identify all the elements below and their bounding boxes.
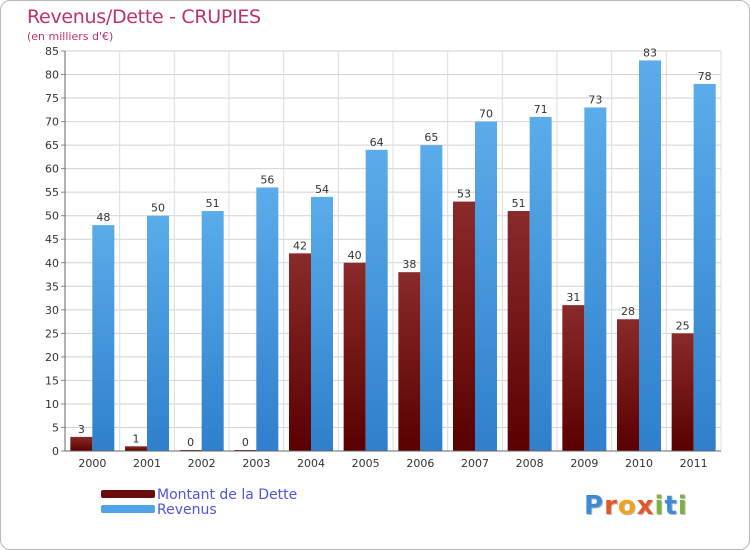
data-label-revenus: 50 — [151, 202, 165, 215]
x-tick-label: 2000 — [78, 457, 106, 470]
x-tick-label: 2004 — [297, 457, 325, 470]
y-tick-label: 20 — [45, 351, 59, 364]
data-label-revenus: 51 — [206, 197, 220, 210]
y-tick-label: 40 — [45, 257, 59, 270]
logo-letter: o — [617, 491, 637, 521]
bar-dette — [562, 305, 585, 451]
y-tick-label: 35 — [45, 280, 59, 293]
y-tick-label: 55 — [45, 186, 59, 199]
x-tick-label: 2003 — [242, 457, 270, 470]
y-tick-label: 25 — [45, 327, 59, 340]
data-label-dette: 42 — [293, 239, 307, 252]
y-tick-label: 65 — [45, 139, 59, 152]
x-tick-label: 2009 — [570, 457, 598, 470]
proxiti-logo: Proxiti — [584, 491, 688, 521]
legend-swatch-dette — [101, 490, 155, 498]
data-label-dette: 1 — [133, 432, 140, 445]
bar-dette — [289, 253, 311, 451]
bar-dette — [617, 319, 639, 451]
logo-letter: t — [664, 491, 678, 521]
y-tick-label: 15 — [45, 374, 59, 387]
data-label-revenus: 65 — [424, 131, 438, 144]
chart-title: Revenus/Dette - CRUPIES — [27, 6, 261, 28]
data-label-revenus: 64 — [370, 136, 384, 149]
bar-revenus — [529, 116, 552, 451]
bar-revenus — [201, 211, 224, 451]
data-label-revenus: 71 — [534, 103, 548, 116]
data-label-dette: 0 — [187, 436, 194, 449]
x-tick-label: 2002 — [188, 457, 216, 470]
bar-dette — [70, 436, 93, 451]
data-label-dette: 31 — [566, 291, 580, 304]
data-label-dette: 3 — [78, 423, 85, 436]
bar-revenus — [365, 149, 388, 451]
bar-dette — [453, 201, 475, 451]
legend-label-revenus: Revenus — [157, 502, 217, 518]
logo-letter: r — [604, 491, 618, 521]
data-label-revenus: 73 — [588, 93, 602, 106]
bar-revenus — [475, 121, 497, 452]
data-label-revenus: 54 — [315, 183, 329, 196]
logo-letter: i — [677, 491, 688, 521]
bar-dette — [343, 262, 366, 451]
logo-letter: x — [636, 491, 655, 521]
x-tick-label: 2006 — [406, 457, 434, 470]
bar-revenus — [256, 187, 279, 451]
y-tick-label: 80 — [45, 69, 59, 82]
bar-dette — [507, 211, 530, 451]
data-label-revenus: 78 — [698, 70, 712, 83]
x-tick-label: 2007 — [461, 457, 489, 470]
bar-revenus — [92, 225, 115, 451]
data-label-revenus: 56 — [260, 173, 274, 186]
bar-revenus — [693, 83, 716, 452]
chart-subtitle: (en milliers d'€) — [27, 30, 114, 43]
bar-revenus — [420, 145, 443, 451]
x-tick-label: 2008 — [516, 457, 544, 470]
legend-swatch-revenus — [101, 505, 155, 513]
logo-letter: P — [584, 491, 605, 521]
y-tick-label: 0 — [52, 445, 59, 458]
data-label-dette: 53 — [457, 188, 471, 201]
y-tick-label: 75 — [45, 92, 59, 105]
legend-label-dette: Montant de la Dette — [157, 487, 298, 503]
y-tick-label: 10 — [45, 398, 59, 411]
logo-letter: i — [654, 491, 665, 521]
data-label-dette: 25 — [676, 319, 690, 332]
y-tick-label: 30 — [45, 304, 59, 317]
bar-revenus — [147, 215, 169, 451]
y-tick-label: 45 — [45, 233, 59, 246]
y-tick-label: 5 — [52, 421, 59, 434]
bar-revenus — [311, 196, 333, 451]
x-tick-label: 2010 — [625, 457, 653, 470]
x-tick-label: 2005 — [352, 457, 380, 470]
bar-dette — [671, 333, 694, 451]
data-label-dette: 40 — [348, 249, 362, 262]
bar-dette — [125, 446, 147, 451]
y-tick-label: 85 — [45, 45, 59, 58]
data-label-dette: 28 — [621, 305, 635, 318]
x-tick-label: 2011 — [680, 457, 708, 470]
data-label-revenus: 70 — [479, 108, 493, 121]
y-tick-label: 50 — [45, 210, 59, 223]
bar-dette — [398, 272, 421, 451]
data-label-revenus: 83 — [643, 46, 657, 59]
data-label-revenus: 48 — [96, 211, 110, 224]
y-tick-label: 60 — [45, 163, 59, 176]
data-label-dette: 0 — [242, 436, 249, 449]
y-tick-label: 70 — [45, 116, 59, 129]
bar-revenus — [584, 107, 607, 452]
x-tick-label: 2001 — [133, 457, 161, 470]
bar-revenus — [639, 60, 661, 451]
data-label-dette: 38 — [402, 258, 416, 271]
data-label-dette: 51 — [512, 197, 526, 210]
